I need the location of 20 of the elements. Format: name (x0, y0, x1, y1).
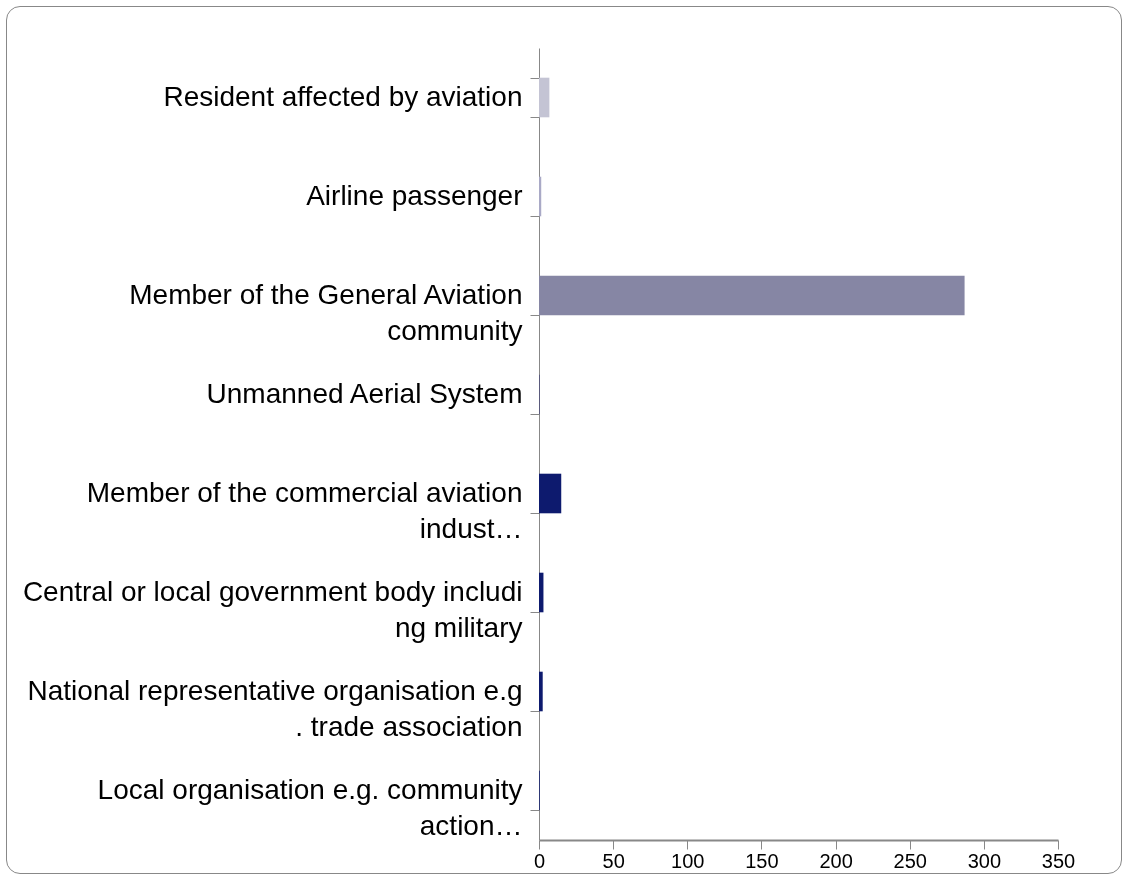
bar (539, 77, 550, 118)
x-tick-label: 150 (745, 849, 779, 872)
bar (539, 473, 562, 514)
x-tick-label: 300 (967, 849, 1002, 872)
x-tick-label: 200 (819, 849, 853, 872)
y-tick-label: Member of the commercial aviation indust… (86, 477, 523, 544)
x-tick-label: 0 (533, 849, 546, 872)
x-tick-label: 350 (1041, 849, 1076, 872)
bar (539, 275, 965, 316)
y-tick-label: Central or local government body includi ng military (22, 576, 523, 643)
y-tick-label: Local organisation e.g. community action… (97, 774, 523, 841)
y-tick-label: Member of the General Aviation community (129, 279, 523, 346)
x-tick-label: 250 (893, 849, 927, 872)
y-tick-label: Resident affected by aviation (163, 81, 523, 112)
y-tick-label: Airline passenger (306, 180, 523, 211)
bar (539, 671, 543, 712)
y-tick-label: Unmanned Aerial System (206, 378, 523, 409)
x-tick-label: 50 (602, 849, 625, 872)
y-tick-label: National representative organisation e.g . trade association (27, 675, 523, 742)
x-tick-label: 100 (671, 849, 705, 872)
